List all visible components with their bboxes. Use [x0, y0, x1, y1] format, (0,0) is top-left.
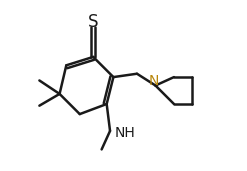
Text: S: S: [88, 13, 99, 31]
Text: N: N: [149, 74, 159, 88]
Text: NH: NH: [114, 126, 135, 140]
